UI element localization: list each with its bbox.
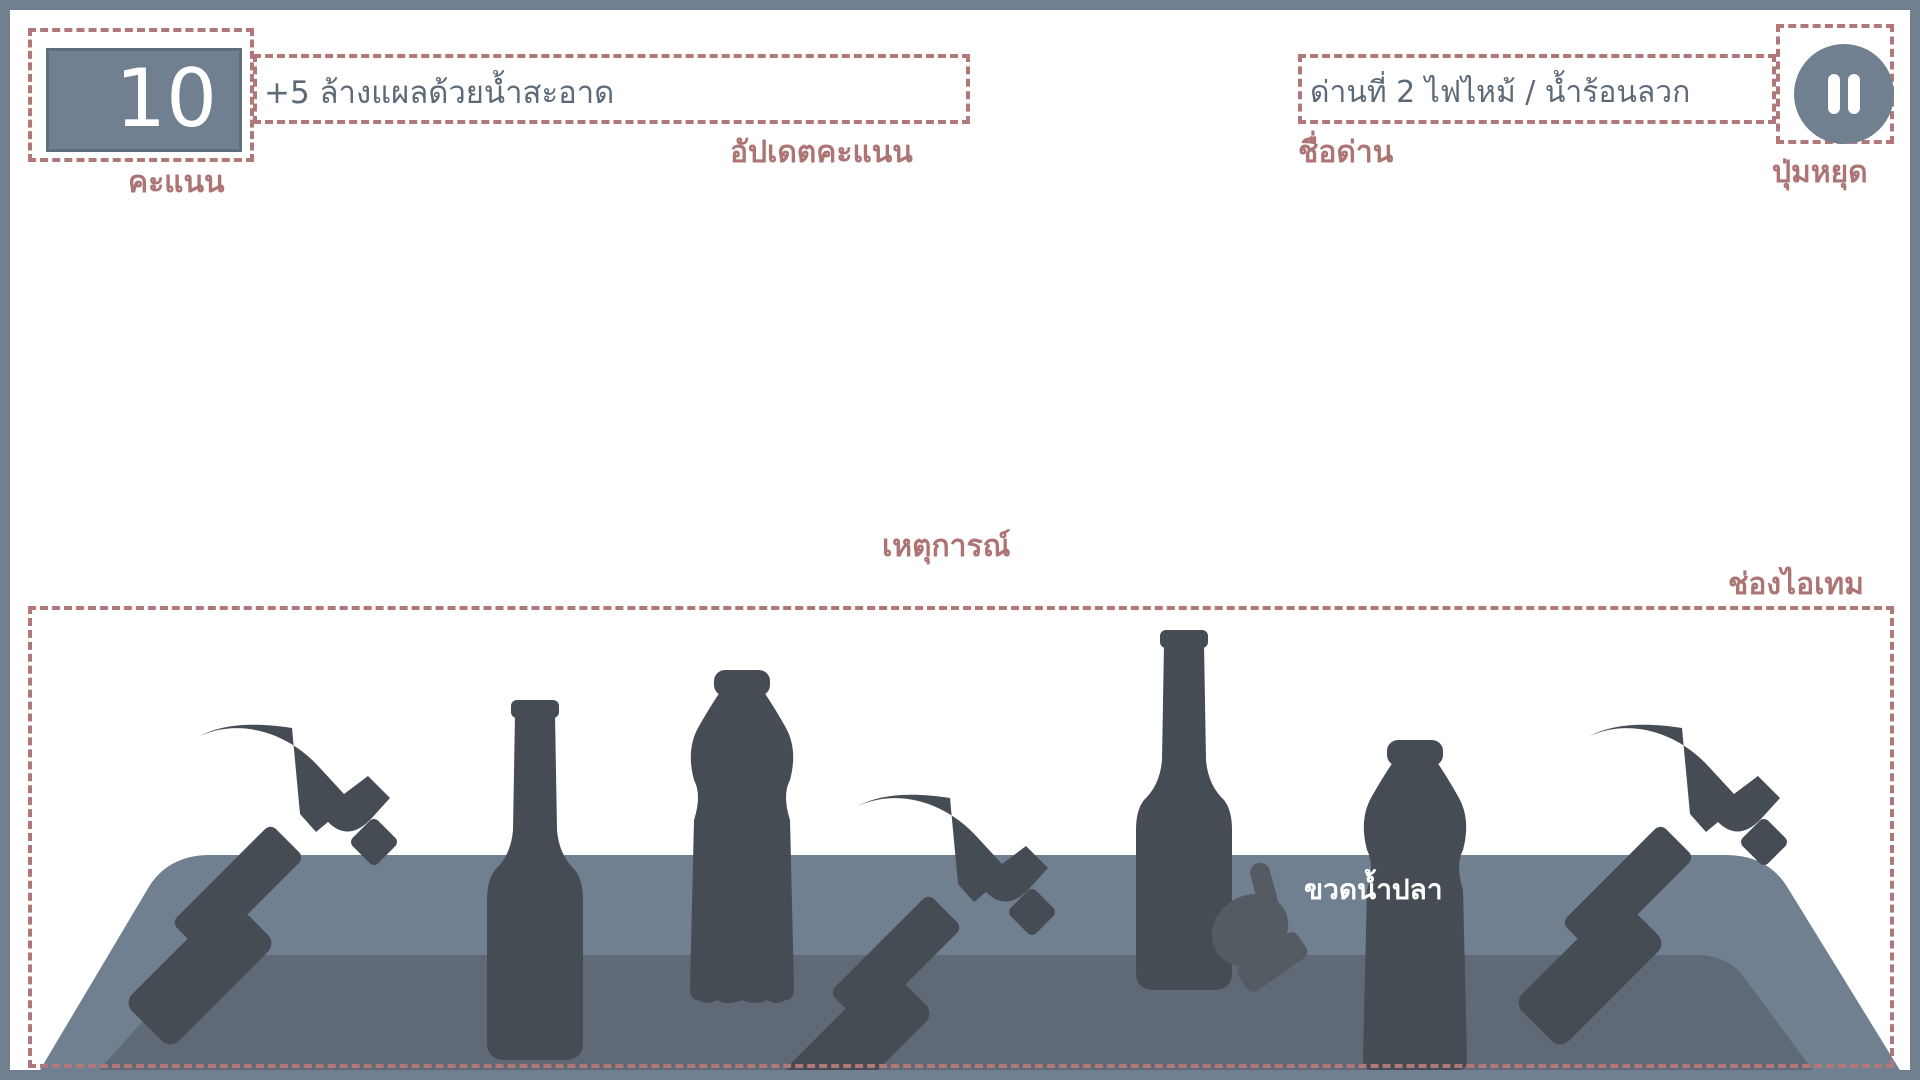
item-slot-annotation: ช่องไอเทม (1728, 567, 1864, 602)
glove-cursor-icon (1211, 862, 1308, 992)
score-annotation-box (28, 28, 254, 162)
pause-icon-bar-right (1848, 74, 1860, 114)
pause-icon-bar-left (1828, 74, 1840, 114)
score-annotation: คะแนน (128, 165, 225, 200)
item-hover-label: ขวดน้ำปลา (1304, 873, 1443, 906)
score-update-annotation: อัปเดตคะแนน (730, 135, 913, 170)
level-name-box (1298, 54, 1776, 124)
level-name-annotation: ชื่อด่าน (1298, 135, 1394, 170)
event-annotation: เหตุการณ์ (882, 529, 1011, 564)
pause-annotation: ปุ่มหยุด (1772, 155, 1868, 190)
item-slot-box (28, 606, 1894, 1068)
score-update-box (253, 54, 970, 124)
score-value: 10 (115, 52, 217, 145)
score-display: 10 (46, 48, 242, 152)
item-scene (39, 630, 1900, 1070)
pause-button[interactable] (1794, 44, 1894, 144)
level-name-text: ด่านที่ 2 ไฟไหม้ / น้ำร้อนลวก (1310, 75, 1691, 110)
score-update-text: +5 ล้างแผลด้วยน้ำสะอาด (264, 75, 615, 111)
